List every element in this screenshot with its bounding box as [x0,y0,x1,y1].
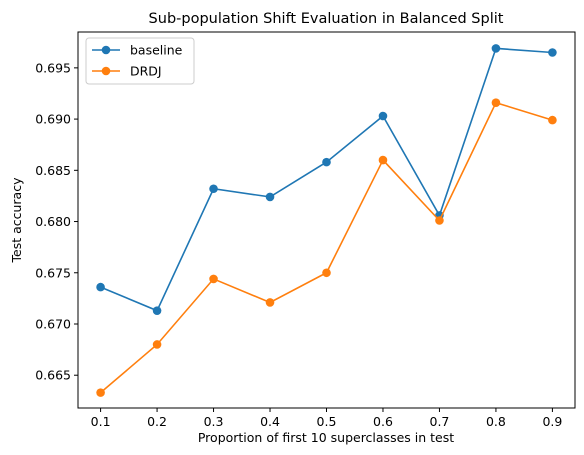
y-tick-label: 0.665 [35,368,71,383]
x-tick-label: 0.4 [260,414,280,429]
legend: baseline DRDJ [86,38,194,84]
x-tick-label: 0.9 [542,414,562,429]
x-tick-label: 0.5 [317,414,337,429]
data-point [96,283,105,292]
data-point [548,116,557,125]
plot-area [78,32,575,408]
data-point [322,158,331,167]
legend-marker [102,67,111,76]
y-tick-label: 0.685 [35,163,71,178]
series-drdj [96,98,556,397]
x-tick-label: 0.7 [430,414,450,429]
x-tick-label: 0.1 [91,414,111,429]
y-tick-label: 0.695 [35,60,71,75]
legend-label: DRDJ [130,64,162,79]
y-axis-label: Test accuracy [9,177,24,264]
legend-marker [102,46,111,55]
x-tick-label: 0.3 [204,414,224,429]
legend-label: baseline [130,43,183,58]
x-tick-label: 0.6 [373,414,393,429]
data-point [209,184,218,193]
data-point [548,48,557,57]
data-point [153,340,162,349]
data-point [266,298,275,307]
series-line [101,103,553,393]
data-point [322,268,331,277]
plot-frame [78,32,575,408]
x-tick-label: 0.2 [147,414,167,429]
chart-title: Sub-population Shift Evaluation in Balan… [149,11,504,27]
y-tick-label: 0.670 [35,316,71,331]
data-point [153,306,162,315]
data-point [435,216,444,225]
data-point [492,44,501,53]
data-point [266,193,275,202]
y-tick-label: 0.680 [35,214,71,229]
x-axis-label: Proportion of first 10 superclasses in t… [198,430,454,445]
data-point [492,98,501,107]
data-point [209,275,218,284]
y-tick-label: 0.690 [35,112,71,127]
x-tick-label: 0.8 [486,414,506,429]
y-tick-label: 0.675 [35,265,71,280]
x-axis: 0.1 0.2 0.3 0.4 0.5 0.6 0.7 0.8 0.9 [91,408,563,429]
data-point [379,156,388,165]
series-layer [96,44,556,397]
data-point [379,112,388,121]
data-point [96,388,105,397]
y-axis: 0.665 0.670 0.675 0.680 0.685 0.690 0.695 [35,60,78,382]
